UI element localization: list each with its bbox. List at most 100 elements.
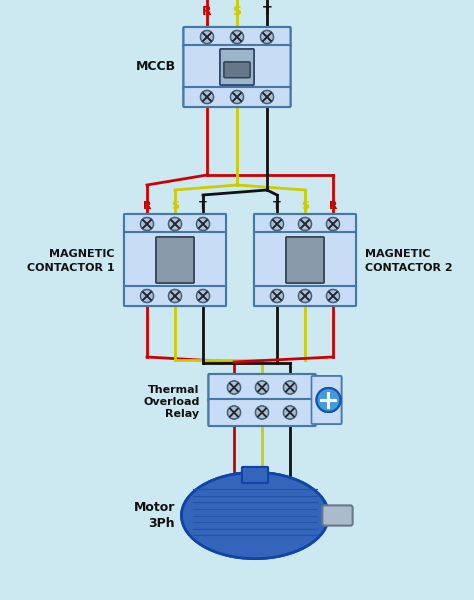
Circle shape (261, 31, 273, 43)
FancyBboxPatch shape (209, 399, 316, 426)
Text: MCCB: MCCB (137, 61, 176, 73)
Circle shape (327, 217, 339, 230)
Text: S: S (301, 201, 309, 211)
Text: R: R (143, 201, 151, 211)
Circle shape (271, 217, 283, 230)
FancyBboxPatch shape (254, 232, 356, 288)
Text: R: R (202, 5, 212, 18)
FancyBboxPatch shape (156, 237, 194, 283)
FancyBboxPatch shape (209, 399, 316, 426)
FancyBboxPatch shape (224, 62, 250, 77)
FancyBboxPatch shape (183, 87, 291, 107)
FancyBboxPatch shape (183, 27, 291, 47)
FancyBboxPatch shape (209, 374, 316, 401)
Circle shape (201, 91, 213, 103)
Circle shape (230, 31, 244, 43)
Circle shape (317, 388, 340, 412)
Text: S: S (233, 5, 241, 18)
FancyBboxPatch shape (254, 286, 356, 306)
Text: Thermal: Thermal (148, 385, 200, 395)
FancyBboxPatch shape (224, 62, 250, 77)
Ellipse shape (182, 472, 328, 559)
Circle shape (299, 289, 311, 302)
Circle shape (230, 31, 244, 43)
Circle shape (327, 217, 339, 230)
FancyBboxPatch shape (124, 286, 226, 306)
Circle shape (201, 31, 213, 43)
FancyBboxPatch shape (254, 214, 356, 234)
Circle shape (230, 91, 244, 103)
Text: 3Ph: 3Ph (148, 517, 175, 530)
Text: MAGNETIC: MAGNETIC (49, 249, 115, 259)
Text: R: R (329, 201, 337, 211)
Circle shape (140, 217, 154, 230)
Circle shape (299, 217, 311, 230)
Circle shape (140, 289, 154, 302)
Circle shape (271, 289, 283, 302)
Circle shape (197, 217, 210, 230)
Circle shape (228, 381, 240, 394)
Circle shape (201, 31, 213, 43)
Text: T: T (263, 5, 271, 18)
FancyBboxPatch shape (322, 505, 353, 526)
Circle shape (197, 289, 210, 302)
FancyBboxPatch shape (286, 237, 324, 283)
Text: CONTACTOR 1: CONTACTOR 1 (27, 263, 115, 273)
Circle shape (261, 91, 273, 103)
Circle shape (317, 388, 340, 412)
Circle shape (228, 406, 240, 419)
Circle shape (271, 289, 283, 302)
Circle shape (168, 217, 182, 230)
Circle shape (283, 406, 297, 419)
Text: Overload: Overload (143, 397, 200, 407)
FancyBboxPatch shape (124, 214, 226, 234)
FancyBboxPatch shape (311, 376, 341, 424)
FancyBboxPatch shape (124, 232, 226, 288)
Circle shape (261, 91, 273, 103)
Text: MAGNETIC: MAGNETIC (365, 249, 430, 259)
Circle shape (230, 91, 244, 103)
Text: T: T (273, 201, 281, 211)
FancyBboxPatch shape (124, 286, 226, 306)
FancyBboxPatch shape (254, 214, 356, 234)
FancyBboxPatch shape (254, 286, 356, 306)
Ellipse shape (182, 472, 328, 559)
Circle shape (168, 289, 182, 302)
Circle shape (283, 381, 297, 394)
FancyBboxPatch shape (124, 232, 226, 288)
Circle shape (261, 31, 273, 43)
FancyBboxPatch shape (183, 45, 291, 89)
Text: S: S (171, 201, 179, 211)
FancyBboxPatch shape (183, 27, 291, 47)
FancyBboxPatch shape (183, 87, 291, 107)
Text: Relay: Relay (165, 409, 200, 419)
Text: CONTACTOR 2: CONTACTOR 2 (365, 263, 453, 273)
Circle shape (255, 381, 268, 394)
Circle shape (140, 289, 154, 302)
FancyBboxPatch shape (124, 214, 226, 234)
Circle shape (255, 381, 268, 394)
FancyBboxPatch shape (156, 237, 194, 283)
Circle shape (283, 406, 297, 419)
FancyBboxPatch shape (242, 467, 268, 483)
Circle shape (201, 91, 213, 103)
FancyBboxPatch shape (183, 45, 291, 89)
FancyBboxPatch shape (209, 374, 316, 401)
Circle shape (255, 406, 268, 419)
Circle shape (228, 406, 240, 419)
FancyBboxPatch shape (220, 49, 254, 85)
Circle shape (283, 381, 297, 394)
FancyBboxPatch shape (242, 467, 268, 483)
FancyBboxPatch shape (220, 49, 254, 85)
Circle shape (197, 217, 210, 230)
Circle shape (327, 289, 339, 302)
FancyBboxPatch shape (254, 232, 356, 288)
Text: Motor: Motor (134, 501, 175, 514)
Circle shape (327, 289, 339, 302)
Circle shape (255, 406, 268, 419)
Circle shape (168, 289, 182, 302)
Circle shape (197, 289, 210, 302)
Circle shape (299, 217, 311, 230)
Circle shape (140, 217, 154, 230)
Circle shape (299, 289, 311, 302)
